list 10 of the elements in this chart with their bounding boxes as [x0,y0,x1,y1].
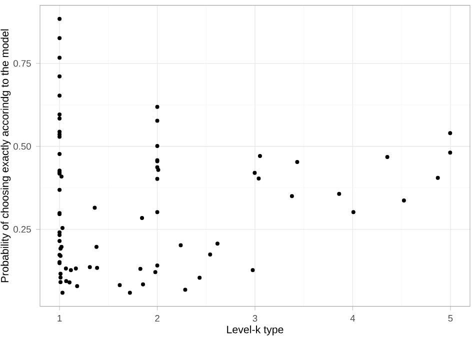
y-tick-label: 0.75 [13,60,31,67]
x-tick-label: 5 [448,315,453,322]
y-tick-label: 0.25 [13,226,31,233]
x-tick-label: 4 [350,315,356,322]
y-tick-label: 0.50 [13,143,31,150]
x-axis-title: Level-k type [227,325,284,336]
x-tick-label: 2 [155,315,160,322]
y-axis-title: Probability of choosing exactly accorindg to the model [0,29,11,282]
x-tick-label: 1 [58,315,62,322]
x-tick-label: 3 [252,315,258,322]
